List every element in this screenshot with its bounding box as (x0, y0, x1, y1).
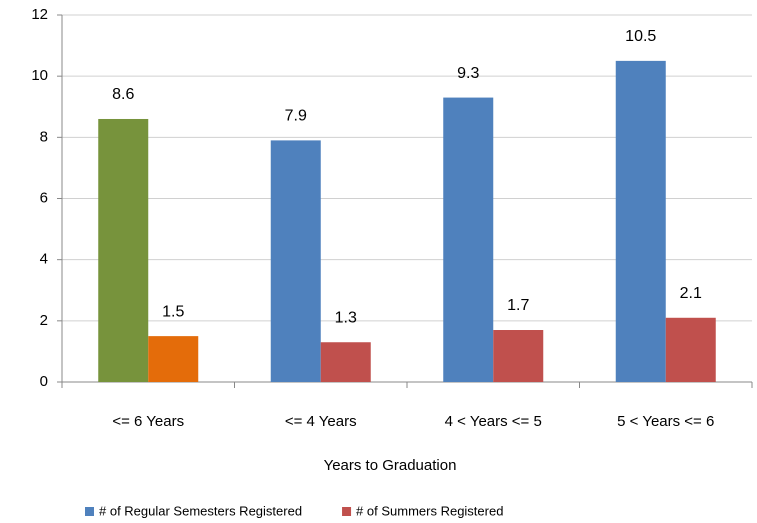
bar (493, 330, 544, 382)
y-tick-label: 10 (31, 67, 48, 84)
data-label: 1.5 (162, 303, 184, 320)
bar (443, 97, 494, 382)
data-label: 1.3 (335, 309, 357, 326)
x-axis-title: Years to Graduation (324, 457, 457, 474)
data-label: 9.3 (457, 65, 479, 82)
y-tick-label: 6 (40, 189, 48, 206)
data-label: 1.7 (507, 297, 529, 314)
x-tick-label: <= 6 Years (112, 413, 184, 430)
y-tick-label: 0 (40, 373, 48, 390)
y-tick-label: 12 (31, 6, 48, 23)
y-tick-label: 2 (40, 312, 48, 329)
bar (270, 140, 321, 382)
data-label: 8.6 (112, 86, 134, 103)
y-tick-label: 8 (40, 128, 48, 145)
x-tick-label: 4 < Years <= 5 (445, 413, 542, 430)
legend-label: # of Summers Registered (356, 503, 503, 518)
y-tick-label: 4 (40, 251, 48, 268)
bar (148, 336, 199, 382)
bar (665, 317, 716, 382)
bar (98, 118, 149, 382)
bar (615, 60, 666, 382)
legend-label: # of Regular Semesters Registered (99, 503, 302, 518)
legend-swatch (342, 507, 352, 516)
legend-swatch (85, 507, 94, 516)
data-label: 2.1 (680, 285, 702, 302)
x-tick-label: <= 4 Years (285, 413, 357, 430)
data-label: 10.5 (625, 28, 656, 45)
x-tick-label: 5 < Years <= 6 (617, 413, 714, 430)
bar (320, 342, 371, 382)
data-label: 7.9 (285, 108, 307, 125)
